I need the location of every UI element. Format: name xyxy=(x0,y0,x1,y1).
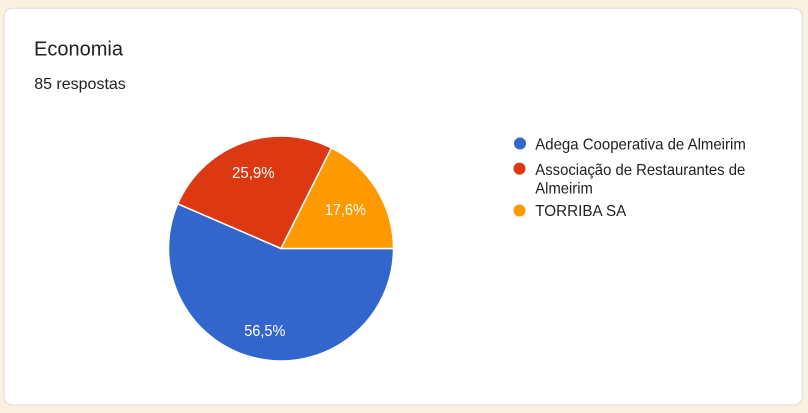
svg-text:Adega Cooperativa de Almeirim: Adega Cooperativa de Almeirim xyxy=(535,136,746,153)
svg-text:56,5%: 56,5% xyxy=(244,323,285,340)
svg-text:85 respostas: 85 respostas xyxy=(34,76,126,93)
svg-text:Almeirim: Almeirim xyxy=(535,180,593,197)
svg-text:25,9%: 25,9% xyxy=(232,165,275,182)
svg-text:Economia: Economia xyxy=(34,39,124,61)
svg-text:17,6%: 17,6% xyxy=(325,202,366,219)
svg-text:Associação de Restaurantes de: Associação de Restaurantes de xyxy=(535,162,745,179)
svg-text:TORRIBA SA: TORRIBA SA xyxy=(535,203,626,220)
